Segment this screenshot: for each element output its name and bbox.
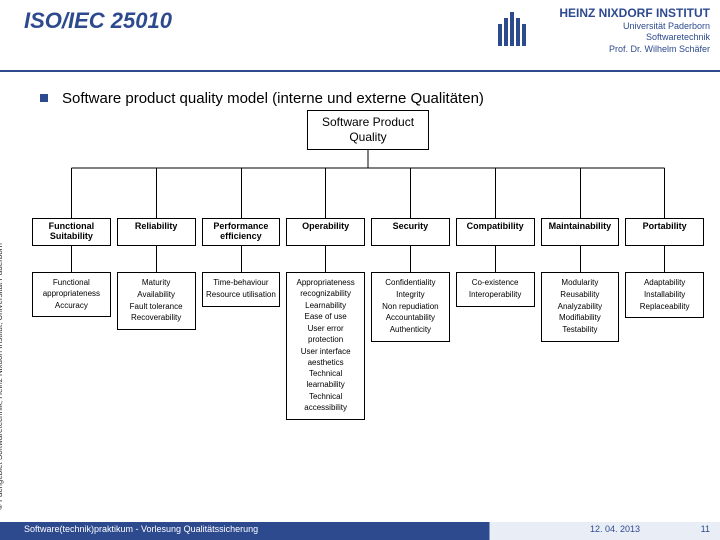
footer-left: Software(technik)praktikum - Vorlesung Q… [24, 524, 258, 534]
bullet-text: Software product quality model (interne … [62, 90, 484, 107]
bullet-item: Software product quality model (interne … [0, 72, 720, 113]
logo-line3: Softwaretechnik [559, 32, 710, 43]
diagram-category-node: Portability [625, 218, 704, 246]
diagram-category-node: Performance efficiency [202, 218, 281, 246]
diagram-category-node: Compatibility [456, 218, 535, 246]
diagram-sub-node: Time-behaviourResource utilisation [202, 272, 281, 307]
logo-line4: Prof. Dr. Wilhelm Schäfer [559, 44, 710, 55]
footer: Software(technik)praktikum - Vorlesung Q… [0, 522, 720, 540]
quality-model-diagram: Software ProductQuality Functional Suita… [32, 110, 704, 512]
institute-text: HEINZ NIXDORF INSTITUT Universität Pader… [559, 6, 710, 55]
diagram-sub-node: AdaptabilityInstallabilityReplaceability [625, 272, 704, 318]
diagram-category-node: Functional Suitability [32, 218, 111, 246]
diagram-root-node: Software ProductQuality [307, 110, 429, 150]
diagram-category-row: Functional SuitabilityReliabilityPerform… [32, 218, 704, 246]
diagram-sub-node: Functional appropriatenessAccuracy [32, 272, 111, 317]
diagram-sub-node: ModularityReusabilityAnalyzabilityModifi… [541, 272, 620, 342]
diagram-sub-row: Functional appropriatenessAccuracyMaturi… [32, 272, 704, 420]
diagram-sub-node: ConfidentialityIntegrityNon repudiationA… [371, 272, 450, 342]
logo-line1: HEINZ NIXDORF INSTITUT [559, 6, 710, 21]
diagram-category-node: Security [371, 218, 450, 246]
diagram-category-node: Operability [286, 218, 365, 246]
diagram-sub-node: Co-existenceInteroperability [456, 272, 535, 307]
institute-logo-icon [494, 10, 530, 50]
diagram-category-node: Reliability [117, 218, 196, 246]
bullet-icon [40, 94, 48, 102]
footer-page: 11 [701, 524, 710, 534]
header: ISO/IEC 25010 HEINZ NIXDORF INSTITUT Uni… [0, 0, 720, 72]
logo-line2: Universität Paderborn [559, 21, 710, 32]
footer-date: 12. 04. 2013 [590, 524, 640, 534]
diagram-sub-node: Appropriateness recognizabilityLearnabil… [286, 272, 365, 420]
diagram-category-node: Maintainability [541, 218, 620, 246]
slide: ISO/IEC 25010 HEINZ NIXDORF INSTITUT Uni… [0, 0, 720, 540]
diagram-sub-node: MaturityAvailabilityFault toleranceRecov… [117, 272, 196, 330]
copyright-caption: © Fachgebiet Softwaretechnik, Heinz Nixd… [0, 243, 4, 510]
